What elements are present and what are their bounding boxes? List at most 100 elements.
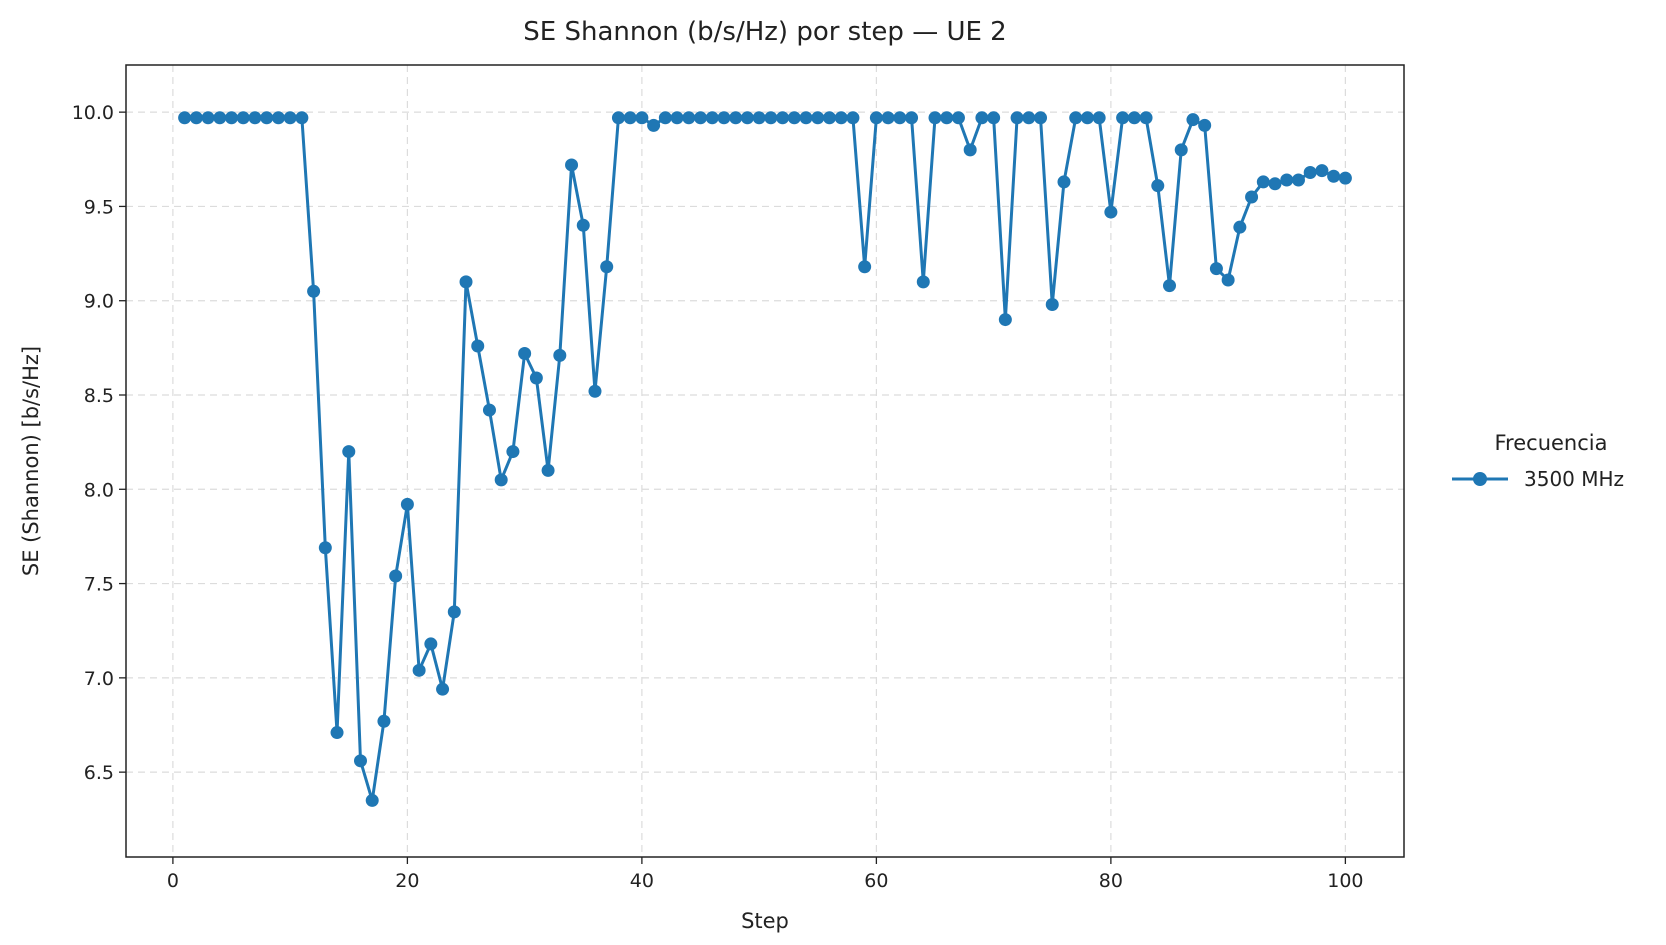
series-layer xyxy=(178,111,1352,807)
data-point xyxy=(998,313,1012,327)
data-point xyxy=(576,218,590,232)
data-point xyxy=(447,605,461,619)
data-point xyxy=(1022,111,1036,125)
data-point xyxy=(365,793,379,807)
data-point xyxy=(1127,111,1141,125)
data-point xyxy=(1291,173,1305,187)
data-point xyxy=(307,284,321,298)
data-point xyxy=(928,111,942,125)
y-tick-label: 7.0 xyxy=(84,668,114,690)
data-point xyxy=(295,111,309,125)
data-point xyxy=(600,260,614,274)
data-point xyxy=(389,569,403,583)
data-point xyxy=(822,111,836,125)
y-tick-label: 7.5 xyxy=(84,574,114,596)
data-point xyxy=(1327,169,1341,183)
x-tick-label: 60 xyxy=(864,870,888,892)
data-point xyxy=(260,111,274,125)
data-point xyxy=(787,111,801,125)
data-point xyxy=(436,682,450,696)
data-point xyxy=(318,541,332,555)
data-point xyxy=(694,111,708,125)
data-point xyxy=(518,347,532,361)
data-point xyxy=(858,260,872,274)
data-point xyxy=(846,111,860,125)
data-point xyxy=(1139,111,1153,125)
data-point xyxy=(764,111,778,125)
x-tick-label: 100 xyxy=(1327,870,1363,892)
y-tick-label: 8.5 xyxy=(84,385,114,407)
data-point xyxy=(248,111,262,125)
data-point xyxy=(987,111,1001,125)
data-point xyxy=(471,339,485,353)
data-point xyxy=(951,111,965,125)
data-point xyxy=(940,111,954,125)
y-tick-label: 9.5 xyxy=(84,196,114,218)
data-point xyxy=(1315,164,1329,178)
data-point xyxy=(178,111,192,125)
y-tick-label: 8.0 xyxy=(84,479,114,501)
x-tick-label: 20 xyxy=(395,870,419,892)
data-point xyxy=(201,111,215,125)
data-point xyxy=(236,111,250,125)
data-point xyxy=(752,111,766,125)
data-point xyxy=(1045,297,1059,311)
data-point xyxy=(1057,175,1071,189)
data-point xyxy=(729,111,743,125)
data-point xyxy=(412,663,426,677)
data-point xyxy=(330,726,344,740)
data-point xyxy=(1092,111,1106,125)
y-tick-label: 10.0 xyxy=(72,102,114,124)
x-tick-label: 0 xyxy=(167,870,179,892)
data-point xyxy=(1151,179,1165,193)
data-point xyxy=(963,143,977,157)
data-point xyxy=(705,111,719,125)
data-point xyxy=(975,111,989,125)
data-point xyxy=(189,111,203,125)
data-point xyxy=(1245,190,1259,204)
data-point xyxy=(1034,111,1048,125)
data-point xyxy=(459,275,473,289)
data-point xyxy=(799,111,813,125)
data-point xyxy=(377,714,391,728)
data-point xyxy=(717,111,731,125)
data-point xyxy=(424,637,438,651)
data-point xyxy=(271,111,285,125)
data-point xyxy=(1268,177,1282,191)
data-point xyxy=(905,111,919,125)
series-line-0 xyxy=(184,116,1346,802)
y-axis-label: SE (Shannon) [b/s/Hz] xyxy=(19,346,43,576)
data-point xyxy=(869,111,883,125)
data-point xyxy=(1198,118,1212,132)
data-point xyxy=(881,111,895,125)
data-point xyxy=(541,463,555,477)
data-point xyxy=(1174,143,1188,157)
data-point xyxy=(740,111,754,125)
data-point xyxy=(283,111,297,125)
legend-entry-3500-mhz: 3500 MHz xyxy=(1524,467,1624,491)
data-point xyxy=(1233,220,1247,234)
data-point xyxy=(916,275,930,289)
chart-title: SE Shannon (b/s/Hz) por step — UE 2 xyxy=(523,17,1006,47)
data-point xyxy=(658,111,672,125)
data-point xyxy=(635,111,649,125)
data-point xyxy=(811,111,825,125)
data-point xyxy=(353,754,367,768)
data-point xyxy=(611,111,625,125)
data-point xyxy=(565,158,579,172)
data-point xyxy=(1280,173,1294,187)
legend-marker-3500-mhz xyxy=(1473,472,1487,486)
data-point xyxy=(1338,171,1352,185)
y-tick-label: 9.0 xyxy=(84,291,114,313)
data-point xyxy=(776,111,790,125)
plot-frame xyxy=(125,64,1405,858)
data-point xyxy=(682,111,696,125)
x-axis-label: Step xyxy=(741,909,789,933)
data-point xyxy=(1209,262,1223,276)
data-point xyxy=(647,118,661,132)
data-point xyxy=(400,497,414,511)
data-point xyxy=(342,445,356,459)
axis-ticks: 0 20 40 60 80 100 6.5 7.0 7.5 8.0 8.5 9.0 9.5 10.0 xyxy=(72,102,1364,892)
data-point xyxy=(1256,175,1270,189)
